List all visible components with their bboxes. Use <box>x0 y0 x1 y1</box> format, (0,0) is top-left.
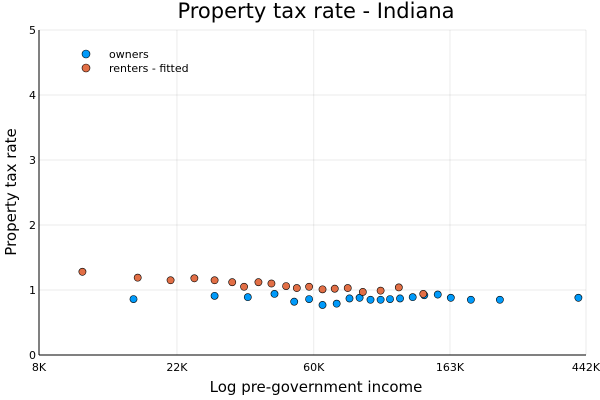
x-tick-label: 8K <box>32 361 47 374</box>
y-tick-label: 3 <box>29 154 36 167</box>
data-points <box>78 267 583 309</box>
data-point <box>408 293 417 302</box>
x-axis-label: Log pre-government income <box>210 378 423 396</box>
legend-marker <box>81 49 91 59</box>
x-tick-label: 442K <box>572 361 600 374</box>
data-point <box>210 291 219 300</box>
legend-marker <box>81 63 91 73</box>
data-point <box>166 276 175 285</box>
data-point <box>305 295 314 303</box>
data-point <box>290 297 299 306</box>
x-tick-labels: 8K 22K 60K 163K 442K <box>32 361 600 374</box>
data-point <box>78 267 87 276</box>
y-tick-labels: 0 1 2 3 4 5 <box>29 24 36 362</box>
data-point <box>343 284 352 292</box>
y-tick-label: 0 <box>29 349 36 362</box>
data-point <box>228 278 237 287</box>
y-tick-label: 5 <box>29 24 36 37</box>
x-tick-label: 22K <box>166 361 188 374</box>
legend-label: renters - fitted <box>109 62 189 75</box>
data-point <box>330 284 339 293</box>
data-point <box>419 289 428 298</box>
x-tick-label: 60K <box>303 361 325 374</box>
data-point <box>305 282 314 291</box>
data-point <box>396 294 404 303</box>
legend-label: owners <box>109 48 149 61</box>
data-point <box>129 295 138 303</box>
y-tick-label: 1 <box>29 284 36 297</box>
data-point <box>254 278 263 287</box>
data-point <box>210 276 219 285</box>
series-owners <box>129 289 583 309</box>
data-point <box>376 295 385 304</box>
data-point <box>318 285 327 294</box>
data-point <box>243 293 252 302</box>
y-tick-label: 4 <box>29 89 36 102</box>
data-point <box>282 282 291 290</box>
data-point <box>270 289 279 298</box>
data-point <box>366 295 375 304</box>
data-point <box>190 274 199 283</box>
data-point <box>495 295 504 304</box>
data-point <box>446 293 455 302</box>
data-point <box>376 286 385 295</box>
series-renters-fitted <box>78 267 428 298</box>
x-tick-label: 163K <box>436 361 465 374</box>
data-point <box>345 294 354 303</box>
data-point <box>267 279 276 288</box>
data-point <box>386 295 394 303</box>
data-point <box>433 290 442 299</box>
data-point <box>466 295 475 304</box>
y-tick-label: 2 <box>29 219 36 232</box>
data-point <box>133 273 142 282</box>
data-point <box>574 293 583 302</box>
axes-spines <box>38 30 586 356</box>
data-point <box>355 293 364 302</box>
data-point <box>292 284 301 292</box>
data-point <box>240 282 248 291</box>
data-point <box>332 299 341 308</box>
data-point <box>318 301 327 309</box>
data-point <box>394 283 403 292</box>
chart-title: Property tax rate - Indiana <box>177 0 454 23</box>
y-axis-label: Property tax rate <box>2 128 20 255</box>
data-point <box>358 288 367 296</box>
